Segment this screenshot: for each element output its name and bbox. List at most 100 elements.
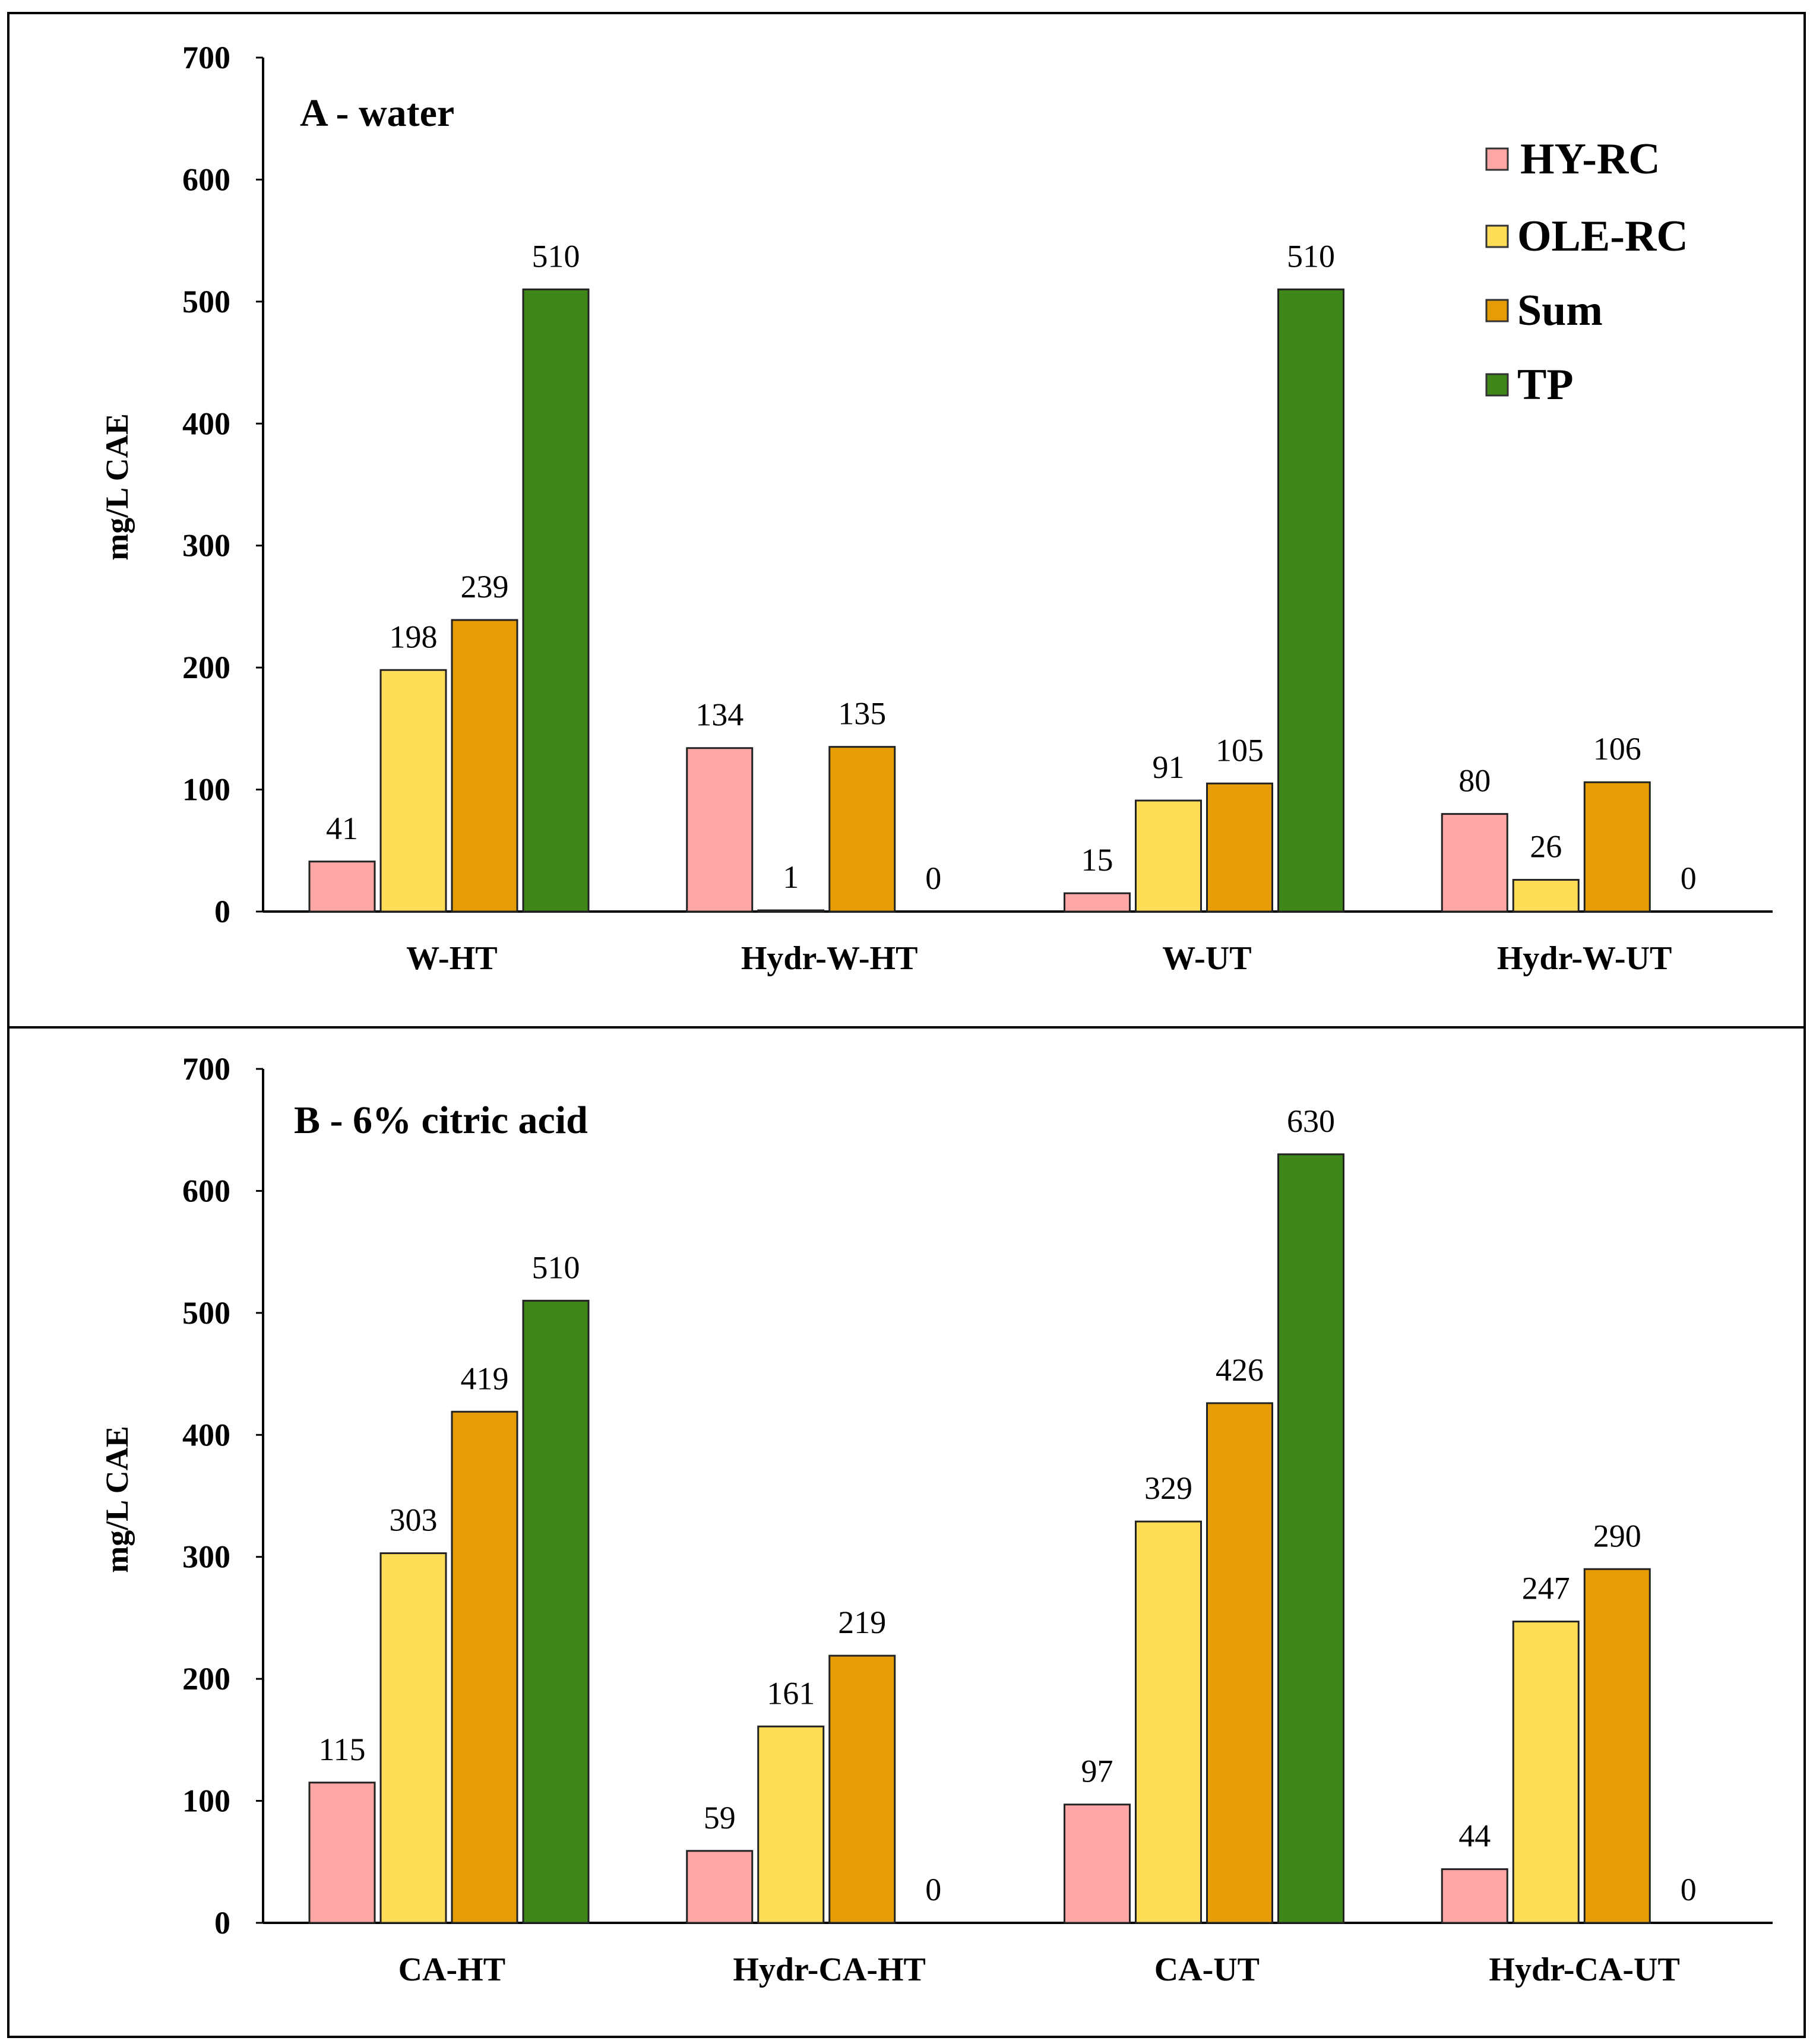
y-tick-label: 600 <box>182 162 230 197</box>
y-tick-label: 0 <box>214 1905 230 1941</box>
data-label-tp-ca-ht: 510 <box>532 1249 580 1285</box>
data-label-sum-hydr-w-ht: 135 <box>838 696 886 732</box>
y-axis-label: mg/L CAE <box>99 1426 135 1573</box>
data-label-tp-hydr-ca-ut: 0 <box>1681 1872 1697 1907</box>
y-axis-label: mg/L CAE <box>99 413 135 561</box>
data-label-sum-ca-ut: 426 <box>1216 1352 1264 1388</box>
data-label-sum-ca-ht: 419 <box>461 1360 509 1396</box>
y-tick-label: 400 <box>182 406 230 441</box>
bar-ole-rc-w-ht <box>379 669 447 913</box>
panel-title: A - water <box>300 91 454 135</box>
data-label-layer: 41 134 15 80 198 1 91 26 239 135 105 106 510 0 510 0 <box>326 238 1697 896</box>
data-label-ole-rc-w-ht: 198 <box>390 619 438 654</box>
bar-ole-rc-ca-ht <box>379 1552 447 1924</box>
data-label-ole-rc-hydr-w-ut: 26 <box>1530 829 1562 865</box>
legend-entry-sum: Sum <box>1485 286 1603 335</box>
bar-ole-rc-hydr-w-ut <box>1512 879 1580 913</box>
data-label-sum-w-ut: 105 <box>1216 732 1264 768</box>
x-tick-label-ca-ht: CA-HT <box>398 1951 505 1988</box>
bar-hy-rc-w-ht <box>308 860 376 913</box>
bar-ole-rc-w-ut <box>1135 799 1202 913</box>
y-tick-label: 500 <box>182 284 230 319</box>
y-tick-label: 700 <box>182 1051 230 1087</box>
bar-layer <box>308 288 1651 913</box>
x-tick-label-w-ht: W-HT <box>406 940 497 977</box>
data-label-hy-rc-hydr-ca-ut: 44 <box>1458 1818 1491 1854</box>
category-label-layer: W-HT Hydr-W-HT W-UT Hydr-W-UT <box>406 940 1672 977</box>
data-label-tp-w-ht: 510 <box>532 238 580 274</box>
bar-hy-rc-w-ut <box>1064 892 1131 913</box>
bar-sum-hydr-ca-ut <box>1583 1568 1651 1924</box>
y-tick-label: 500 <box>182 1295 230 1331</box>
bar-tp-w-ut <box>1277 288 1344 913</box>
x-tick-label-hydr-ca-ut: Hydr-CA-UT <box>1489 1951 1679 1988</box>
data-label-sum-hydr-ca-ut: 290 <box>1593 1518 1641 1553</box>
data-label-ole-rc-w-ut: 91 <box>1153 749 1185 785</box>
panel-b-citric-acid: mg/L CAE B - 6% citric acid 0 100 200 300 40… <box>99 1051 1773 1988</box>
legend-entry-tp: TP <box>1485 360 1574 409</box>
y-tick-label: 100 <box>182 772 230 808</box>
bar-ole-rc-hydr-ca-ut <box>1512 1621 1580 1924</box>
legend-swatch-sum <box>1485 299 1509 322</box>
bar-hy-rc-hydr-w-ht <box>686 747 754 913</box>
data-label-ole-rc-hydr-ca-ut: 247 <box>1522 1571 1570 1606</box>
data-label-ole-rc-hydr-ca-ht: 161 <box>767 1675 815 1711</box>
legend-label-tp: TP <box>1517 360 1574 409</box>
bar-tp-ca-ut <box>1277 1153 1344 1924</box>
data-label-ole-rc-ca-ht: 303 <box>390 1502 438 1538</box>
data-label-hy-rc-w-ht: 41 <box>326 811 358 846</box>
bar-sum-hydr-w-ut <box>1583 781 1651 913</box>
bar-layer <box>308 1153 1651 1924</box>
data-label-tp-w-ut: 510 <box>1287 238 1335 274</box>
legend-swatch-tp <box>1485 373 1509 397</box>
bar-hy-rc-ca-ht <box>308 1782 376 1924</box>
data-label-hy-rc-hydr-w-ut: 80 <box>1458 763 1491 799</box>
legend-label-hy-rc: HY-RC <box>1520 135 1660 183</box>
x-tick-label-w-ut: W-UT <box>1162 940 1251 977</box>
data-label-hy-rc-hydr-ca-ht: 59 <box>704 1800 736 1836</box>
x-tick-label-hydr-w-ut: Hydr-W-UT <box>1497 940 1672 977</box>
bar-sum-ca-ht <box>451 1410 518 1924</box>
y-tick-label: 600 <box>182 1173 230 1208</box>
bar-tp-w-ht <box>522 288 590 913</box>
bar-sum-w-ut <box>1206 782 1273 913</box>
data-label-tp-ca-ut: 630 <box>1287 1103 1335 1139</box>
bar-tp-ca-ht <box>522 1299 590 1924</box>
legend-swatch-ole-rc <box>1485 224 1509 248</box>
y-tick-label: 200 <box>182 650 230 685</box>
legend: HY-RC OLE-RC Sum TP <box>1485 135 1688 409</box>
axis-layer: 0 100 200 300 400 500 600 700 <box>182 1051 1773 1941</box>
bar-hy-rc-ca-ut <box>1064 1803 1131 1924</box>
bar-sum-hydr-w-ht <box>828 746 896 913</box>
y-tick-label: 100 <box>182 1783 230 1819</box>
legend-entry-ole-rc: OLE-RC <box>1485 212 1688 261</box>
y-tick-label: 400 <box>182 1417 230 1453</box>
data-label-sum-hydr-ca-ht: 219 <box>838 1605 886 1640</box>
x-tick-label-ca-ut: CA-UT <box>1154 1951 1260 1988</box>
legend-entry-hy-rc: HY-RC <box>1485 135 1660 183</box>
data-label-hy-rc-ca-ut: 97 <box>1081 1754 1113 1789</box>
y-tick-label: 200 <box>182 1661 230 1697</box>
bar-ole-rc-hydr-w-ht <box>757 909 825 913</box>
data-label-hy-rc-hydr-w-ht: 134 <box>695 697 743 733</box>
y-tick-label: 300 <box>182 1539 230 1575</box>
bar-sum-hydr-ca-ht <box>828 1654 896 1924</box>
y-tick-label: 0 <box>214 894 230 929</box>
data-label-ole-rc-hydr-w-ht: 1 <box>783 859 799 895</box>
y-tick-label: 700 <box>182 40 230 75</box>
bar-ole-rc-ca-ut <box>1135 1520 1202 1924</box>
panel-a-water: mg/L CAE A - water 010020030040050060070… <box>99 40 1773 977</box>
bar-hy-rc-hydr-ca-ut <box>1441 1868 1508 1924</box>
x-tick-label-hydr-w-ht: Hydr-W-HT <box>741 940 918 977</box>
bar-sum-w-ht <box>451 619 518 913</box>
bar-sum-ca-ut <box>1206 1402 1273 1924</box>
panel-title: B - 6% citric acid <box>294 1099 588 1142</box>
bar-hy-rc-hydr-ca-ht <box>686 1850 754 1924</box>
data-label-sum-w-ht: 239 <box>461 569 509 605</box>
legend-label-ole-rc: OLE-RC <box>1517 212 1688 261</box>
data-label-tp-hydr-w-ht: 0 <box>925 860 941 896</box>
data-label-sum-hydr-w-ut: 106 <box>1593 731 1641 767</box>
data-label-tp-hydr-ca-ht: 0 <box>925 1872 941 1907</box>
legend-swatch-hy-rc <box>1485 147 1509 171</box>
